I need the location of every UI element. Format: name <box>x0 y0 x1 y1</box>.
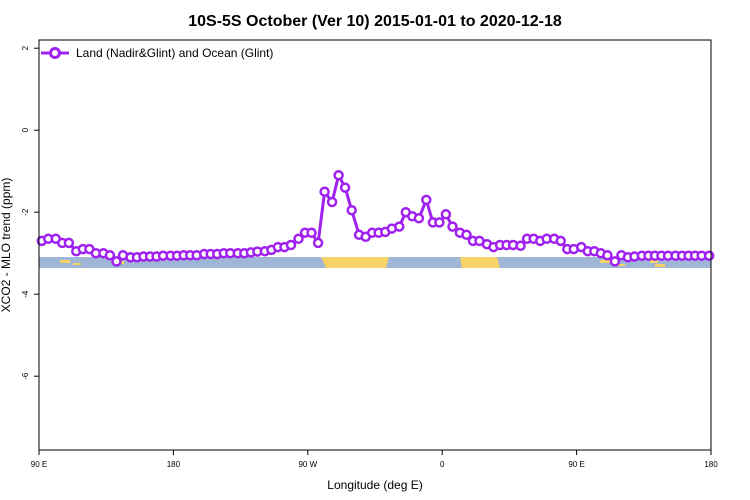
x-tick-label: 90 W <box>298 460 317 469</box>
land-south-america <box>321 257 389 268</box>
land-islands <box>600 260 610 263</box>
land-islands <box>655 264 665 267</box>
data-point <box>319 186 330 197</box>
land-islands <box>613 264 625 266</box>
chart-title: 10S-5S October (Ver 10) 2015-01-01 to 20… <box>188 13 562 30</box>
data-point <box>63 237 75 249</box>
data-point <box>306 227 317 238</box>
x-tick-label: 90 E <box>31 460 47 469</box>
x-tick-label: 0 <box>440 460 445 469</box>
data-point <box>447 221 458 232</box>
data-point <box>461 229 472 241</box>
data-point <box>609 256 621 267</box>
data-point <box>421 194 432 206</box>
y-tick-label: -6 <box>21 372 30 380</box>
data-point <box>703 250 715 261</box>
legend-label: Land (Nadir&Glint) and Ocean (Glint) <box>76 46 273 60</box>
data-point <box>555 235 566 247</box>
plot-frame <box>38 39 712 451</box>
data-point <box>326 196 338 208</box>
y-axis: 2 0 -2 -4 -6 <box>21 45 39 380</box>
land-islands <box>73 263 81 265</box>
data-point <box>394 221 405 232</box>
land-islands <box>650 259 658 263</box>
data-point <box>515 240 526 252</box>
x-axis-label: Longitude (deg E) <box>327 478 422 492</box>
y-tick-label: -4 <box>21 290 30 298</box>
data-point <box>333 170 344 181</box>
data-point <box>312 237 324 249</box>
data-point <box>602 250 613 261</box>
data-point <box>111 256 122 267</box>
x-tick-label: 180 <box>704 460 718 469</box>
data-point <box>339 182 351 193</box>
data-point <box>285 239 297 251</box>
data-point <box>413 213 425 224</box>
series-layer <box>36 170 715 267</box>
data-point <box>346 204 357 216</box>
data-point <box>293 233 304 245</box>
x-tick-label: 180 <box>167 460 181 469</box>
legend-marker-swatch <box>49 47 61 59</box>
data-point <box>104 250 116 261</box>
series-line <box>41 173 710 263</box>
land-islands <box>60 260 70 263</box>
y-tick-label: 0 <box>21 127 30 132</box>
data-point <box>434 217 445 228</box>
legend: Land (Nadir&Glint) and Ocean (Glint) <box>41 46 273 60</box>
x-tick-label: 90 E <box>568 460 584 469</box>
y-tick-label: 2 <box>21 45 30 50</box>
data-point <box>440 209 452 220</box>
y-axis-label: XCO2 - MLO trend (ppm) <box>0 178 13 313</box>
land-africa <box>460 257 500 268</box>
x-axis: 90 E 180 90 W 0 90 E 180 <box>31 450 718 469</box>
y-tick-label: -2 <box>21 208 30 216</box>
